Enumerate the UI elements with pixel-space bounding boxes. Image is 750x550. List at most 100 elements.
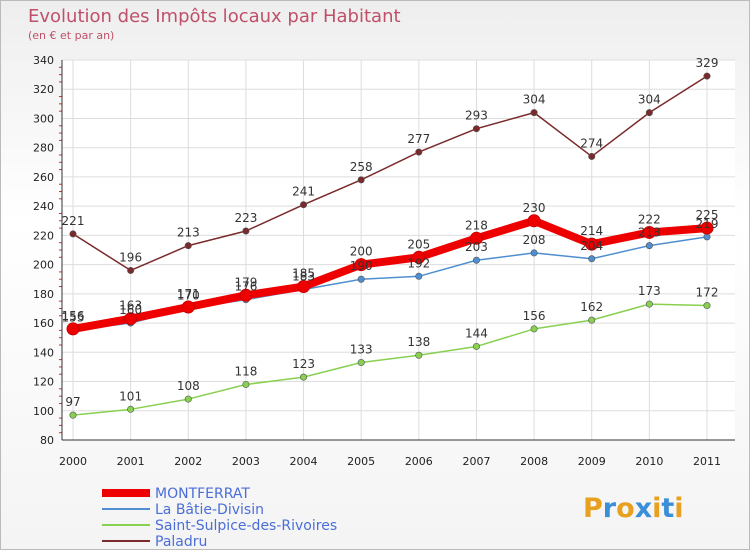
x-tick-label: 2009 [578, 455, 606, 468]
data-label: 155 [62, 310, 85, 324]
data-label: 97 [65, 395, 80, 409]
data-label: 101 [119, 389, 142, 403]
data-point [585, 237, 599, 251]
data-point [239, 288, 253, 302]
data-point [415, 148, 423, 156]
x-tick-label: 2004 [290, 455, 318, 468]
data-label: 118 [234, 364, 257, 378]
data-label: 205 [407, 237, 430, 251]
logo-letter: x [635, 493, 652, 524]
data-point [645, 242, 653, 250]
legend-entry: La Bâtie-Divisin [155, 502, 264, 518]
data-label: 258 [350, 160, 373, 174]
data-label: 162 [580, 300, 603, 314]
data-point [300, 373, 308, 381]
data-label: 160 [119, 303, 142, 317]
x-tick-label: 2002 [174, 455, 202, 468]
data-label: 223 [234, 211, 257, 225]
x-tick-label: 2000 [59, 455, 87, 468]
data-point [642, 225, 656, 239]
data-label: 190 [350, 259, 373, 273]
data-point [415, 351, 423, 359]
y-tick-label: 160 [33, 317, 54, 330]
data-label: 218 [465, 218, 488, 232]
data-point [469, 231, 483, 245]
proxiti-logo: Proxiti [583, 493, 684, 524]
data-label: 304 [638, 93, 661, 107]
legend-entry: MONTFERRAT [155, 486, 250, 502]
data-point [357, 275, 365, 283]
data-label: 225 [696, 208, 719, 222]
x-tick-label: 2008 [520, 455, 548, 468]
data-label: 156 [523, 309, 546, 323]
data-point [703, 302, 711, 310]
y-tick-label: 280 [33, 142, 54, 155]
data-point [415, 272, 423, 280]
data-label: 221 [62, 214, 85, 228]
data-point [357, 176, 365, 184]
data-point [700, 221, 714, 235]
data-labels: 221 196 213 223 241 258 277 293 304 274 304 329 97 10… [62, 56, 719, 409]
data-point [588, 255, 596, 263]
data-label: 277 [407, 132, 430, 146]
data-point [472, 256, 480, 264]
series-layer [66, 72, 714, 419]
data-point [530, 325, 538, 333]
data-label: 133 [350, 343, 373, 357]
logo-letter: r [603, 493, 617, 524]
data-label: 192 [407, 256, 430, 270]
logo-letter: t [661, 493, 674, 524]
x-tick-label: 2007 [462, 455, 490, 468]
series-line-0 [72, 216, 708, 333]
data-point [472, 125, 480, 133]
data-label: 241 [292, 185, 315, 199]
axes: 80 100 120 140 160 180 200 220 240 260 280 300 320 34… [33, 54, 735, 468]
data-point [588, 316, 596, 324]
data-point [297, 280, 311, 294]
data-point [357, 359, 365, 367]
legend-entry: Paladru [155, 534, 207, 550]
y-tick-label: 120 [33, 376, 54, 389]
y-tick-label: 200 [33, 259, 54, 272]
y-tick-label: 80 [40, 434, 54, 447]
data-label: 171 [177, 287, 200, 301]
data-label: 274 [580, 136, 603, 150]
data-label: 123 [292, 357, 315, 371]
data-label: 230 [523, 201, 546, 215]
x-tick-label: 2006 [405, 455, 433, 468]
y-tick-label: 300 [33, 112, 54, 125]
data-label: 213 [177, 226, 200, 240]
y-tick-label: 320 [33, 83, 54, 96]
data-label: 293 [465, 109, 488, 123]
data-label: 173 [638, 284, 661, 298]
data-point [242, 380, 250, 388]
data-point [184, 242, 192, 250]
logo-letter: o [616, 493, 635, 524]
grid [62, 59, 735, 441]
data-label: 219 [696, 217, 719, 231]
data-label: 208 [523, 233, 546, 247]
data-point [124, 312, 138, 326]
y-tick-label: 100 [33, 405, 54, 418]
chart-title: Evolution des Impôts locaux par Habitant [28, 6, 401, 27]
data-label: 214 [580, 224, 603, 238]
x-tick-label: 2011 [693, 455, 721, 468]
data-point [181, 300, 195, 314]
data-point [354, 258, 368, 272]
data-label: 304 [523, 93, 546, 107]
data-point [66, 322, 80, 336]
data-point [184, 395, 192, 403]
data-label: 222 [638, 212, 661, 226]
y-tick-label: 140 [33, 346, 54, 359]
data-label: 200 [350, 245, 373, 259]
data-point [69, 230, 77, 238]
logo-letter: i [652, 493, 661, 524]
data-point [703, 233, 711, 241]
y-tick-label: 220 [33, 229, 54, 242]
data-label: 108 [177, 379, 200, 393]
data-point [645, 109, 653, 117]
data-label: 203 [465, 240, 488, 254]
chart-subtitle: (en € et par an) [28, 29, 115, 42]
